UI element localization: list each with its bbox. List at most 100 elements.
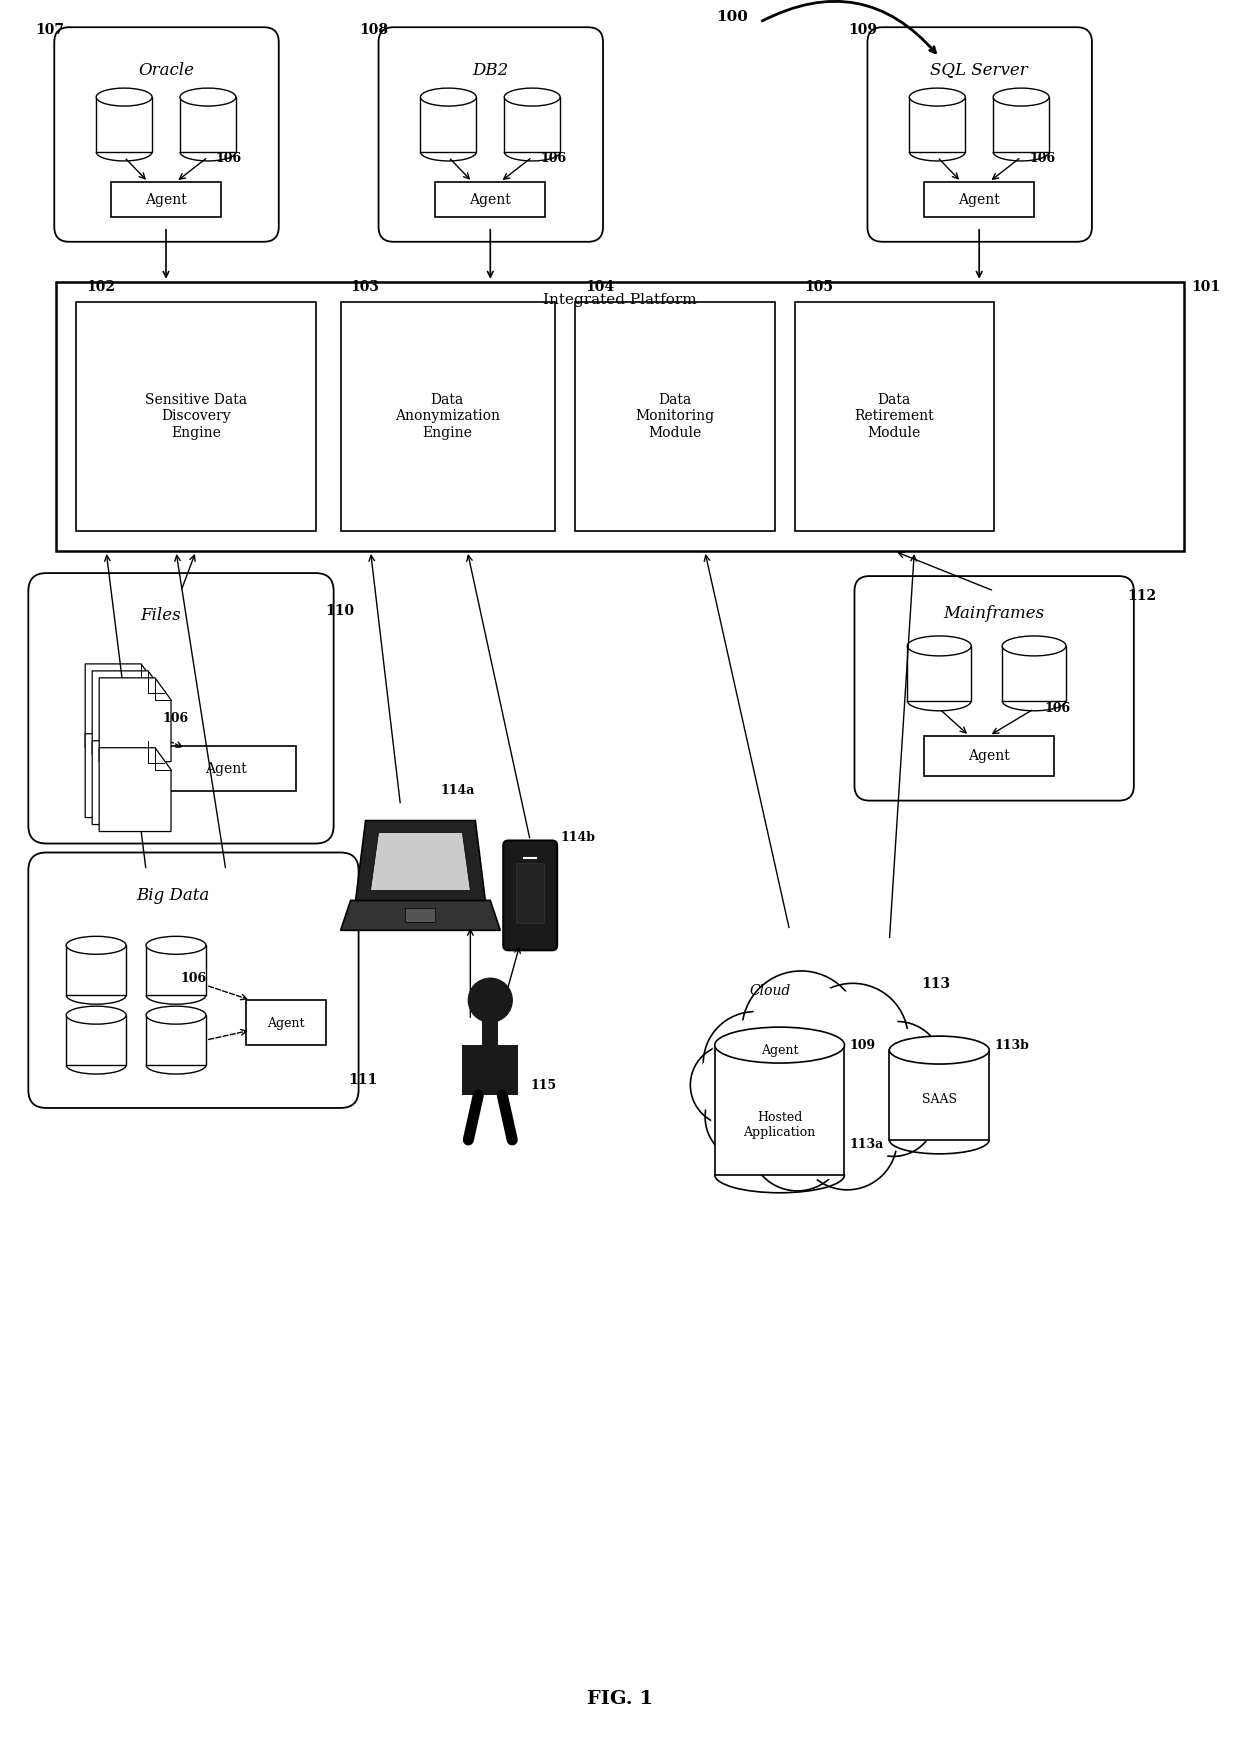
Text: 108: 108	[360, 23, 388, 37]
Polygon shape	[86, 664, 157, 748]
Bar	[795, 301, 994, 531]
Bar	[66, 1014, 126, 1065]
Ellipse shape	[146, 1006, 206, 1025]
Bar	[714, 1046, 844, 1176]
Bar	[246, 1000, 326, 1046]
Text: 114b: 114b	[560, 830, 595, 844]
Bar	[924, 182, 1034, 217]
Circle shape	[858, 1028, 936, 1107]
Text: DB2: DB2	[472, 61, 508, 79]
Text: 102: 102	[87, 280, 115, 294]
Polygon shape	[356, 820, 485, 901]
Bar	[909, 96, 965, 152]
Bar	[924, 736, 1054, 776]
Bar	[505, 96, 560, 152]
Text: 101: 101	[1192, 280, 1221, 294]
Text: Data
Retirement
Module: Data Retirement Module	[854, 392, 934, 440]
Circle shape	[706, 1072, 794, 1162]
Circle shape	[751, 979, 852, 1081]
Circle shape	[691, 1044, 771, 1125]
Bar	[341, 301, 556, 531]
Text: 106: 106	[216, 152, 242, 165]
Circle shape	[742, 971, 861, 1090]
Circle shape	[797, 1090, 897, 1190]
Ellipse shape	[889, 1035, 990, 1063]
Bar	[97, 96, 153, 152]
Text: Agent: Agent	[205, 762, 247, 776]
Text: Data
Monitoring
Module: Data Monitoring Module	[635, 392, 714, 440]
Circle shape	[851, 1072, 936, 1156]
FancyBboxPatch shape	[503, 841, 557, 950]
Circle shape	[712, 1079, 787, 1155]
Text: Sensitive Data
Discovery
Engine: Sensitive Data Discovery Engine	[145, 392, 247, 440]
Circle shape	[469, 978, 512, 1021]
Polygon shape	[99, 748, 171, 832]
Text: 109: 109	[849, 1039, 875, 1051]
Text: 107: 107	[35, 23, 64, 37]
Circle shape	[857, 1077, 930, 1149]
Bar	[405, 908, 435, 922]
Polygon shape	[371, 832, 470, 890]
Bar	[112, 182, 221, 217]
Polygon shape	[99, 678, 171, 762]
Ellipse shape	[180, 88, 236, 107]
Ellipse shape	[908, 636, 971, 655]
Circle shape	[711, 1020, 799, 1107]
Ellipse shape	[714, 1027, 844, 1063]
Ellipse shape	[1002, 636, 1066, 655]
Polygon shape	[92, 741, 164, 825]
Text: 106: 106	[1029, 152, 1055, 165]
Text: SQL Server: SQL Server	[930, 61, 1028, 79]
Text: 112: 112	[1127, 589, 1156, 603]
Text: Data
Anonymization
Engine: Data Anonymization Engine	[394, 392, 500, 440]
Text: SAAS: SAAS	[921, 1093, 957, 1107]
Text: 114a: 114a	[440, 785, 475, 797]
Ellipse shape	[97, 88, 153, 107]
Polygon shape	[86, 734, 157, 818]
Text: 100: 100	[715, 11, 748, 25]
Polygon shape	[92, 671, 164, 755]
Text: FIG. 1: FIG. 1	[587, 1689, 653, 1708]
Circle shape	[764, 1030, 875, 1141]
Text: 106: 106	[1044, 703, 1070, 715]
Bar	[56, 282, 1184, 552]
Text: Oracle: Oracle	[138, 61, 193, 79]
FancyBboxPatch shape	[55, 28, 279, 242]
Bar	[76, 301, 316, 531]
Text: Agent: Agent	[145, 193, 187, 207]
Text: 110: 110	[326, 604, 355, 618]
Text: Hosted
Application: Hosted Application	[744, 1111, 816, 1139]
Bar	[908, 646, 971, 701]
Text: Agent: Agent	[761, 1044, 799, 1056]
Circle shape	[797, 983, 908, 1093]
Circle shape	[805, 1097, 889, 1183]
Bar	[1002, 646, 1066, 701]
Text: Files: Files	[140, 608, 181, 624]
FancyBboxPatch shape	[868, 28, 1092, 242]
Bar	[420, 96, 476, 152]
Ellipse shape	[66, 1006, 126, 1025]
Text: 115: 115	[531, 1079, 557, 1091]
Text: 113b: 113b	[994, 1039, 1029, 1051]
FancyBboxPatch shape	[854, 576, 1133, 801]
Bar	[482, 1020, 498, 1048]
Text: 113: 113	[921, 976, 950, 990]
Circle shape	[806, 992, 900, 1086]
Ellipse shape	[505, 88, 560, 107]
Bar	[516, 864, 544, 923]
Text: Agent: Agent	[267, 1016, 305, 1030]
Text: 113a: 113a	[849, 1139, 884, 1151]
FancyBboxPatch shape	[378, 28, 603, 242]
Text: Big Data: Big Data	[136, 887, 210, 904]
Bar	[146, 946, 206, 995]
Bar	[435, 182, 546, 217]
Text: Agent: Agent	[968, 748, 1011, 762]
Ellipse shape	[993, 88, 1049, 107]
Circle shape	[756, 1102, 838, 1184]
FancyBboxPatch shape	[29, 853, 358, 1107]
Polygon shape	[341, 901, 500, 930]
FancyBboxPatch shape	[29, 573, 334, 843]
Text: Agent: Agent	[470, 193, 511, 207]
Ellipse shape	[909, 88, 965, 107]
Text: Mainframes: Mainframes	[944, 604, 1045, 622]
